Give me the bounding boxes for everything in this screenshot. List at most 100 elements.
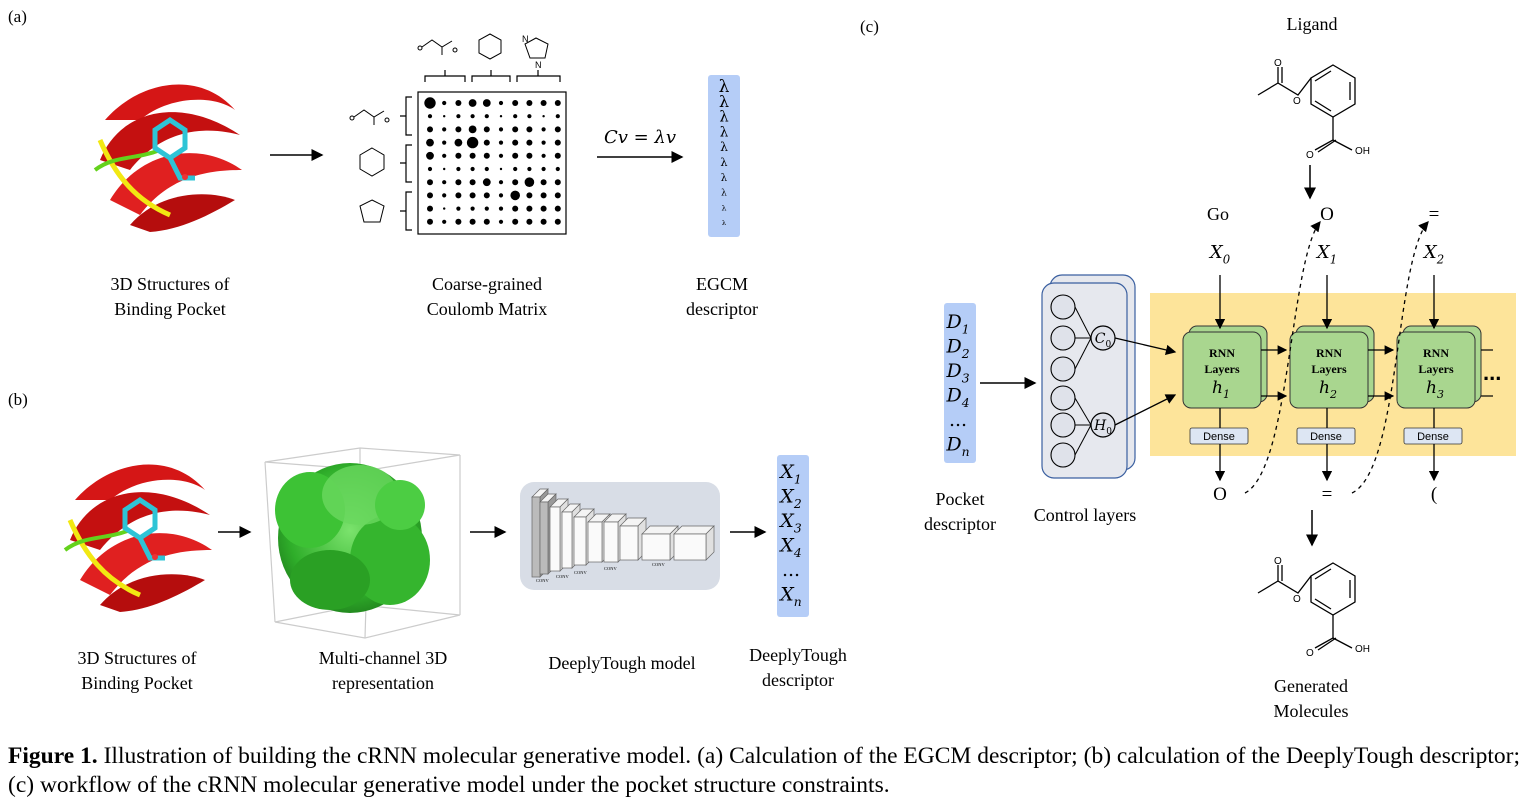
gen-o-2: O [1274, 556, 1282, 567]
binding-pocket-structure-a [93, 84, 242, 232]
matrix-dot [512, 218, 519, 225]
rnn-input-label: X2 [1422, 242, 1444, 266]
matrix-dot [540, 192, 547, 199]
matrix-dot [540, 100, 547, 106]
structure-caption-a-2: Binding Pocket [114, 299, 226, 319]
coulomb-matrix [417, 91, 567, 235]
conv-layers: CONV CONV CONV CONV CONV [531, 488, 715, 583]
d-vector-entry: ... [949, 409, 967, 431]
matrix-dot [554, 126, 561, 133]
matrix-dot [498, 193, 504, 198]
matrix-dot [456, 206, 461, 211]
rnn-cell [1396, 331, 1476, 409]
matrix-dot [498, 100, 504, 106]
rnn-input-label: X0 [1208, 242, 1231, 266]
go-label: Go [1207, 204, 1229, 224]
neuron-edge [1074, 397, 1092, 426]
top-brace-3 [516, 70, 561, 82]
imidazole-icon-top [524, 37, 549, 59]
matrix-dot [469, 192, 476, 199]
matrix-dot [469, 218, 476, 225]
h0-label: H0 [1093, 418, 1112, 437]
matrix-dot [442, 193, 447, 198]
panel-b-label: (b) [8, 390, 28, 409]
conv-layer-face [641, 533, 671, 561]
conv-label: CONV [556, 574, 570, 579]
control-neuron [1050, 294, 1076, 320]
dense-label: Dense [1417, 431, 1449, 443]
control-neuron [1050, 442, 1076, 468]
matrix-dot [455, 192, 462, 199]
matrix-dot [456, 166, 461, 172]
conv-label: CONV [604, 566, 618, 571]
matrix-dot [468, 125, 477, 134]
matrix-dot [470, 166, 475, 172]
matrix-dot [555, 166, 560, 172]
c0-label: C0 [1095, 331, 1112, 350]
matrix-dot [498, 206, 504, 211]
matrix-dot [442, 219, 447, 224]
rnn-output-token: ( [1431, 484, 1437, 505]
matrix-caption-2: Coulomb Matrix [427, 299, 548, 319]
control-neuron [1050, 356, 1076, 382]
generated-caption-1: Generated [1274, 676, 1348, 696]
matrix-dot [484, 206, 489, 211]
matrix-dot [426, 151, 434, 160]
control-neuron [1050, 385, 1076, 411]
rnn-hidden-state: h2 [1319, 378, 1337, 401]
matrix-dot [513, 166, 518, 172]
matrix-dot [510, 190, 520, 201]
conv-label: CONV [536, 578, 550, 583]
rnn-hidden-state: h1 [1212, 378, 1230, 401]
matrix-dot [526, 218, 533, 225]
matrix-dot [442, 100, 447, 106]
rnn-input-label: X1 [1315, 242, 1337, 266]
matrix-dot [426, 138, 434, 147]
matrix-dot [483, 139, 490, 146]
matrix-dot [541, 166, 546, 172]
matrix-dot [541, 127, 546, 132]
left-brace-1 [400, 96, 412, 136]
matrix-dot [526, 152, 533, 159]
dense-box [1403, 427, 1463, 445]
conv-layer-face [549, 506, 561, 572]
feedback-arrow-2 [1351, 221, 1429, 494]
binding-pocket-structure-b [63, 464, 212, 612]
panel-c-label: (c) [860, 17, 879, 36]
matrix-dot [443, 115, 446, 118]
x-vector-entry: X1 [778, 461, 801, 487]
matrix-dot [526, 192, 533, 199]
conv-layer-face [539, 501, 549, 575]
structure-caption-a-1: 3D Structures of [111, 274, 230, 294]
ligand-o-3: O [1306, 150, 1314, 161]
matrix-dot [454, 138, 463, 147]
rnn-cells: RNN Layers h1 Dense X0 O RNN Layers h2 Dense X1 = RN… [1182, 204, 1493, 505]
matrix-dot [513, 114, 518, 119]
figure-caption: Figure 1. Illustration of building the c… [8, 742, 1520, 800]
conv-layer-face [561, 511, 573, 569]
matrix-dot [469, 179, 476, 186]
rnn-label-line1: RNN [1423, 346, 1449, 360]
matrix-dot [540, 179, 547, 186]
generated-caption-2: Molecules [1274, 701, 1349, 721]
top-brace-2 [471, 70, 511, 82]
rnn-label-line1: RNN [1316, 346, 1342, 360]
matrix-dot [427, 218, 433, 225]
figure-caption-text: Illustration of building the cRNN molecu… [8, 743, 1521, 798]
matrix-dot [455, 152, 462, 159]
matrix-dot [498, 153, 504, 158]
left-brace-3 [400, 191, 412, 231]
conv-layer-face [673, 533, 707, 561]
conv-label: CONV [652, 562, 666, 567]
ligand-molecule [1257, 64, 1356, 153]
lambda-entry: λ [719, 109, 728, 126]
lambda-entry: λ [722, 219, 727, 227]
imidazole-icon-left [359, 199, 385, 223]
lambda-entry: λ [721, 172, 728, 184]
matrix-dot [470, 206, 475, 211]
arrow-c0-to-rnn [1114, 337, 1177, 355]
matrix-dot [483, 192, 490, 199]
protein-surface [275, 463, 430, 613]
